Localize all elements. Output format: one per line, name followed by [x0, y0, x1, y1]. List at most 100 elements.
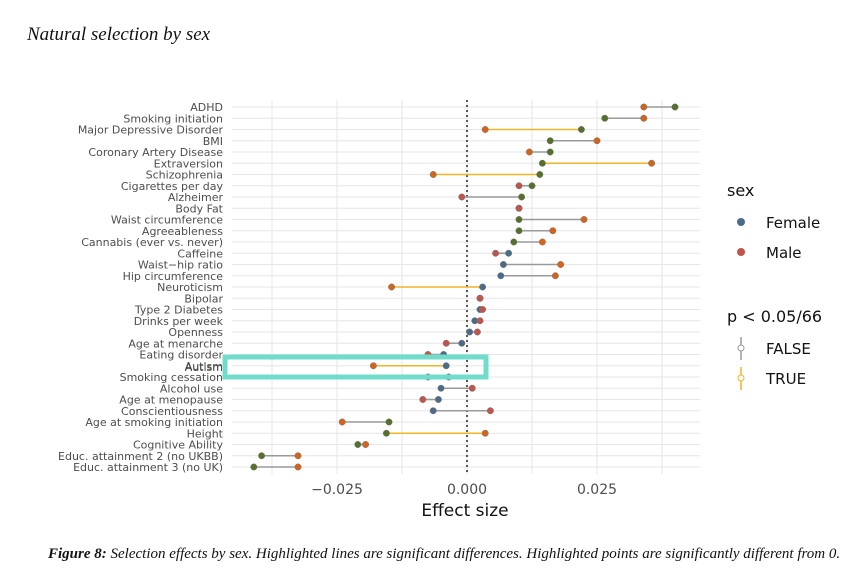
male-point: [640, 114, 648, 122]
y-tick-label: Agreeableness: [142, 225, 223, 238]
y-tick-label: ADHD: [190, 101, 223, 114]
caption-text: Selection effects by sex. Highlighted li…: [106, 546, 841, 562]
male-point: [473, 328, 481, 336]
male-point: [648, 159, 656, 167]
female-point: [510, 238, 518, 246]
y-tick-label: Smoking initiation: [123, 112, 223, 125]
female-point: [499, 261, 507, 268]
y-tick-label: Height: [187, 427, 224, 440]
y-tick-label: Cannabis (ever vs. never): [81, 236, 223, 249]
y-tick-label: Alcohol use: [160, 382, 223, 395]
legend-male-dot: [737, 248, 745, 256]
y-tick-label: Openness: [168, 326, 223, 339]
male-point: [481, 126, 489, 133]
y-tick-label: BMI: [203, 135, 223, 148]
male-point: [442, 339, 450, 347]
male-point: [557, 261, 565, 268]
y-tick-label: Conscientiousness: [121, 405, 223, 418]
x-axis-ticks: −0.025 0.000 0.025: [311, 482, 617, 498]
female-point: [538, 159, 546, 167]
female-point: [505, 249, 513, 257]
y-tick-label: Autism: [185, 360, 223, 373]
male-point: [294, 463, 302, 471]
female-point: [258, 452, 266, 460]
y-tick-label: Bipolar: [184, 292, 223, 305]
x-tick-label: 0.025: [577, 482, 617, 498]
male-point: [481, 429, 489, 437]
male-point: [486, 407, 494, 415]
male-point: [538, 238, 546, 246]
male-point: [479, 306, 487, 313]
y-tick-label: Eating disorder: [139, 349, 223, 362]
legend: sex Female Male p < 0.05/66 FALSE TRUE: [727, 181, 822, 390]
legend-sex-title: sex: [727, 181, 754, 200]
y-tick-label: Age at menarche: [128, 337, 223, 350]
y-tick-label: Neuroticism: [157, 281, 223, 294]
female-point: [577, 126, 585, 133]
female-point: [536, 171, 544, 178]
female-point: [528, 182, 536, 190]
female-point: [601, 114, 609, 122]
legend-p-title: p < 0.05/66: [727, 307, 822, 326]
chart-title: Natural selection by sex: [27, 24, 211, 45]
male-point: [458, 193, 466, 201]
male-point: [388, 283, 396, 291]
y-tick-label: Coronary Artery Disease: [88, 146, 223, 159]
legend-true-label: TRUE: [765, 370, 806, 388]
y-tick-label: Educ. attainment 3 (no UK): [73, 461, 223, 474]
y-tick-label: Extraversion: [154, 157, 223, 170]
male-point: [580, 216, 588, 223]
female-point: [546, 137, 554, 145]
male-point: [476, 294, 484, 302]
y-tick-label: Age at smoking initiation: [85, 416, 223, 429]
male-point: [640, 103, 648, 111]
female-point: [385, 418, 393, 426]
y-tick-label: Body Fat: [175, 202, 223, 215]
y-tick-label: Waist circumference: [111, 214, 223, 227]
y-tick-label: Drinks per week: [134, 315, 224, 328]
female-point: [515, 216, 523, 223]
male-point: [551, 272, 559, 280]
legend-true-dot: [737, 374, 745, 382]
male-point: [294, 452, 302, 460]
y-tick-label: Caffeine: [177, 247, 223, 260]
caption-label: Figure 8:: [48, 546, 107, 562]
female-point: [546, 148, 554, 156]
male-point: [492, 249, 500, 257]
male-point: [429, 171, 437, 178]
y-tick-label: Alzheimer: [168, 191, 224, 204]
female-point: [518, 193, 526, 201]
male-point: [549, 227, 557, 235]
x-axis-title: Effect size: [421, 501, 508, 521]
highlight-box-label: Autism: [185, 361, 223, 374]
female-point: [442, 362, 450, 370]
figure-caption: Figure 8: Selection effects by sex. High…: [48, 546, 840, 563]
male-point: [369, 362, 377, 370]
female-point: [515, 227, 523, 235]
y-tick-label: Educ. attainment 2 (no UKBB): [58, 450, 223, 463]
female-point: [671, 103, 679, 111]
male-point: [515, 182, 523, 190]
male-point: [338, 418, 346, 426]
female-point: [354, 441, 362, 448]
legend-false-label: FALSE: [766, 340, 811, 358]
y-tick-label: Smoking cessation: [120, 371, 223, 384]
y-tick-label: Waist−hip ratio: [138, 259, 223, 272]
female-point: [479, 283, 487, 291]
female-point: [434, 396, 442, 403]
male-point: [593, 137, 601, 145]
male-point: [362, 441, 370, 448]
y-tick-label: Cognitive Ability: [133, 439, 224, 452]
female-point: [437, 384, 445, 392]
y-tick-label: Schizophrenia: [146, 169, 223, 182]
y-tick-label: Cigarettes per day: [121, 180, 224, 193]
female-point: [458, 339, 466, 347]
y-tick-label: Age at menopause: [119, 394, 223, 407]
male-point: [419, 396, 427, 403]
male-point: [525, 148, 533, 156]
x-tick-label: 0.000: [447, 482, 487, 498]
y-tick-label: Type 2 Diabetes: [134, 304, 223, 317]
male-point: [476, 317, 484, 325]
legend-female-label: Female: [766, 214, 820, 232]
